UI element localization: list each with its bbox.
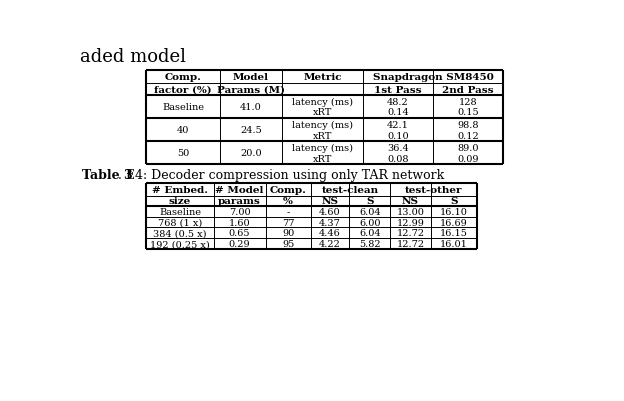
Text: 768 (1 x): 768 (1 x) <box>158 218 202 227</box>
Text: 4.46: 4.46 <box>319 229 341 238</box>
Text: . E4: Decoder compression using only TAR network: . E4: Decoder compression using only TAR… <box>119 168 444 181</box>
Text: 4.60: 4.60 <box>319 207 341 216</box>
Text: 13.00: 13.00 <box>396 207 424 216</box>
Text: 40: 40 <box>177 126 189 135</box>
Text: 192 (0.25 x): 192 (0.25 x) <box>150 239 210 249</box>
Text: xRT: xRT <box>313 131 332 140</box>
Text: 6.00: 6.00 <box>359 218 381 227</box>
Text: test-other: test-other <box>405 185 462 194</box>
Text: 16.01: 16.01 <box>440 239 468 249</box>
Text: 5.82: 5.82 <box>359 239 381 249</box>
Text: 0.15: 0.15 <box>457 108 479 117</box>
Text: Metric: Metric <box>303 73 342 82</box>
Text: Baseline: Baseline <box>159 207 201 216</box>
Text: %: % <box>283 197 293 206</box>
Text: 0.09: 0.09 <box>457 154 479 163</box>
Text: 384 (0.5 x): 384 (0.5 x) <box>153 229 207 238</box>
Text: 98.8: 98.8 <box>457 120 479 130</box>
Text: 1.60: 1.60 <box>229 218 250 227</box>
Text: latency (ms): latency (ms) <box>292 97 353 106</box>
Text: 12.72: 12.72 <box>396 229 424 238</box>
Text: 6.04: 6.04 <box>359 229 381 238</box>
Text: Comp.: Comp. <box>165 73 202 82</box>
Text: xRT: xRT <box>313 108 332 117</box>
Text: 48.2: 48.2 <box>388 97 409 106</box>
Text: aded model: aded model <box>80 49 187 66</box>
Text: latency (ms): latency (ms) <box>292 120 353 130</box>
Text: 16.15: 16.15 <box>440 229 468 238</box>
Text: 12.72: 12.72 <box>396 239 424 249</box>
Text: 16.69: 16.69 <box>440 218 468 227</box>
Text: 0.14: 0.14 <box>388 108 409 117</box>
Text: 1st Pass: 1st Pass <box>374 85 422 95</box>
Text: test-clean: test-clean <box>322 185 379 194</box>
Text: 2nd Pass: 2nd Pass <box>442 85 494 95</box>
Text: 41.0: 41.0 <box>240 103 261 112</box>
Text: 95: 95 <box>282 239 294 249</box>
Text: S: S <box>450 197 457 206</box>
Text: 128: 128 <box>459 97 477 106</box>
Text: 20.0: 20.0 <box>240 149 261 158</box>
Text: 0.10: 0.10 <box>388 131 409 140</box>
Text: latency (ms): latency (ms) <box>292 144 353 152</box>
Text: Params (M): Params (M) <box>217 85 285 95</box>
Text: 0.12: 0.12 <box>457 131 479 140</box>
Text: 12.99: 12.99 <box>396 218 424 227</box>
Text: 6.04: 6.04 <box>359 207 381 216</box>
Text: params: params <box>218 197 261 206</box>
Text: 4.37: 4.37 <box>319 218 341 227</box>
Text: # Model: # Model <box>215 185 264 194</box>
Text: 77: 77 <box>282 218 295 227</box>
Text: 50: 50 <box>177 149 189 158</box>
Text: 0.65: 0.65 <box>229 229 250 238</box>
Text: 90: 90 <box>282 229 294 238</box>
Text: 0.29: 0.29 <box>229 239 250 249</box>
Text: 42.1: 42.1 <box>387 120 409 130</box>
Text: -: - <box>286 207 290 216</box>
Text: Comp.: Comp. <box>270 185 306 194</box>
Text: xRT: xRT <box>313 154 332 163</box>
Text: NS: NS <box>402 197 419 206</box>
Text: 16.10: 16.10 <box>440 207 468 216</box>
Text: size: size <box>168 197 191 206</box>
Text: 89.0: 89.0 <box>457 144 479 152</box>
Text: Baseline: Baseline <box>162 103 204 112</box>
Text: 36.4: 36.4 <box>388 144 409 152</box>
Text: 7.00: 7.00 <box>229 207 250 216</box>
Text: 24.5: 24.5 <box>240 126 261 135</box>
Text: S: S <box>366 197 374 206</box>
Text: NS: NS <box>321 197 338 206</box>
Text: 0.08: 0.08 <box>388 154 409 163</box>
Text: factor (%): factor (%) <box>154 85 212 95</box>
Text: Model: Model <box>233 73 269 82</box>
Text: Table 3: Table 3 <box>82 168 132 181</box>
Text: # Embed.: # Embed. <box>152 185 208 194</box>
Text: Snapdragon SM8450: Snapdragon SM8450 <box>373 73 494 82</box>
Text: 4.22: 4.22 <box>319 239 341 249</box>
